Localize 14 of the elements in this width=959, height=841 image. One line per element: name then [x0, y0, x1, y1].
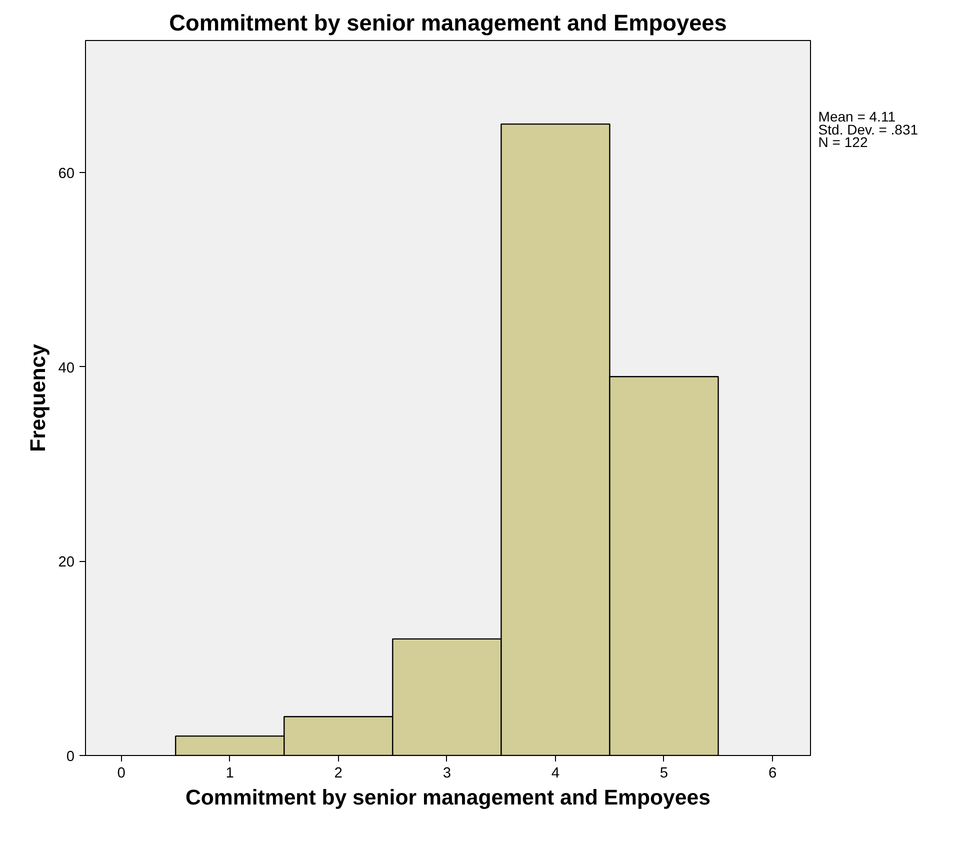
x-tick-label: 5	[660, 766, 668, 782]
x-tick-label: 1	[226, 766, 234, 782]
x-tick-label: 0	[117, 766, 126, 782]
x-tick-label: 4	[551, 766, 560, 782]
chart-title: Commitment by senior management and Empoyees	[169, 10, 727, 36]
y-axis-title: Frequency	[26, 344, 50, 452]
y-tick-label: 40	[58, 360, 75, 376]
x-tick-label: 3	[442, 766, 451, 782]
y-tick-label: 20	[58, 554, 75, 571]
x-axis-title: Commitment by senior management and Empoyees	[185, 786, 711, 810]
y-tick-label: 0	[66, 749, 75, 765]
y-tick-label: 60	[58, 166, 75, 182]
x-tick-label: 2	[334, 766, 342, 782]
x-tick-label: 6	[768, 766, 777, 782]
